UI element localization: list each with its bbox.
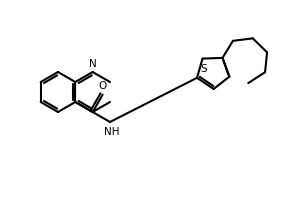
Text: N: N (89, 59, 97, 69)
Text: O: O (98, 81, 107, 91)
Text: S: S (200, 64, 207, 74)
Text: NH: NH (104, 127, 120, 137)
